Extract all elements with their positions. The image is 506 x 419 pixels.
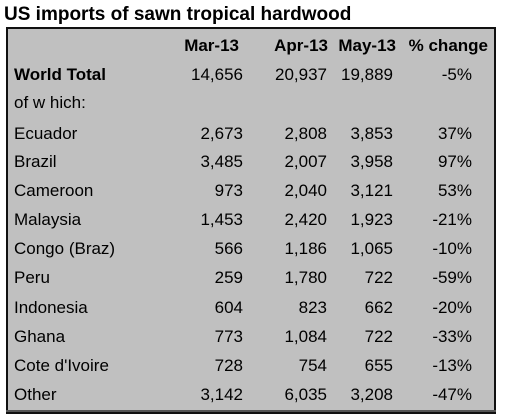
cell-mar-13: 3,142 bbox=[200, 385, 243, 404]
cell-percent-change: 37% bbox=[437, 124, 472, 143]
column-header-mar-13: Mar-13 bbox=[184, 36, 239, 55]
cell-percent-change: -13% bbox=[432, 356, 472, 375]
table-row-cameroon: Cameroon 973 2,040 3,121 53% bbox=[8, 176, 494, 205]
cell-apr-13: 2,808 bbox=[284, 124, 327, 143]
cell-apr-13: 1,780 bbox=[284, 268, 327, 287]
cell-mar-13: 973 bbox=[214, 181, 243, 200]
cell-percent-change: -10% bbox=[432, 239, 472, 258]
cell-percent-change: -47% bbox=[432, 385, 472, 404]
table-row-cote-divoire: Cote d'Ivoire 728 754 655 -13% bbox=[8, 351, 494, 380]
cell-mar-13: 2,673 bbox=[200, 124, 243, 143]
cell-may-13: 1,923 bbox=[350, 210, 393, 229]
subheading-label: of w hich: bbox=[14, 93, 86, 112]
cell-may-13: 1,065 bbox=[350, 239, 393, 258]
cell-apr-13: 1,084 bbox=[284, 327, 327, 346]
cell-mar-13: 773 bbox=[214, 327, 243, 346]
cell-percent-change: 97% bbox=[437, 152, 472, 171]
row-label: Cote d'Ivoire bbox=[14, 356, 109, 375]
cell-apr-13: 2,040 bbox=[284, 181, 327, 200]
cell-may-13: 3,853 bbox=[350, 124, 393, 143]
world-total-percent-change: -5% bbox=[441, 65, 472, 84]
cell-mar-13: 259 bbox=[214, 268, 243, 287]
row-label: Peru bbox=[14, 268, 50, 287]
table-panel: Mar-13 Apr-13 May-13 % change World Tota… bbox=[6, 27, 496, 414]
cell-mar-13: 728 bbox=[214, 356, 243, 375]
column-header-percent-change: % change bbox=[408, 36, 488, 55]
table-row-indonesia: Indonesia 604 823 662 -20% bbox=[8, 293, 494, 322]
row-label: Brazil bbox=[14, 152, 57, 171]
cell-percent-change: -21% bbox=[432, 210, 472, 229]
world-total-row: World Total 14,656 20,937 19,889 -5% bbox=[8, 60, 494, 89]
column-header-may-13: May-13 bbox=[338, 36, 396, 55]
cell-may-13: 3,958 bbox=[350, 152, 393, 171]
cell-mar-13: 3,485 bbox=[200, 152, 243, 171]
cell-percent-change: 53% bbox=[437, 181, 472, 200]
cell-may-13: 3,121 bbox=[350, 181, 393, 200]
cell-may-13: 722 bbox=[364, 327, 393, 346]
row-label: Cameroon bbox=[14, 181, 94, 200]
table-row-congo-braz: Congo (Braz) 566 1,186 1,065 -10% bbox=[8, 234, 494, 263]
cell-mar-13: 1,453 bbox=[200, 210, 243, 229]
cell-apr-13: 823 bbox=[298, 298, 327, 317]
table-row-ghana: Ghana 773 1,084 722 -33% bbox=[8, 322, 494, 351]
cell-percent-change: -59% bbox=[432, 268, 472, 287]
world-total-mar-13: 14,656 bbox=[191, 65, 243, 84]
table-row-peru: Peru 259 1,780 722 -59% bbox=[8, 263, 494, 292]
table-row-malaysia: Malaysia 1,453 2,420 1,923 -21% bbox=[8, 205, 494, 234]
bottom-divider bbox=[6, 410, 496, 412]
cell-mar-13: 566 bbox=[214, 239, 243, 258]
column-header-apr-13: Apr-13 bbox=[274, 36, 328, 55]
table-row-brazil: Brazil 3,485 2,007 3,958 97% bbox=[8, 147, 494, 176]
cell-may-13: 662 bbox=[364, 298, 393, 317]
table-row-ecuador: Ecuador 2,673 2,808 3,853 37% bbox=[8, 119, 494, 148]
table-row-other: Other 3,142 6,035 3,208 -47% bbox=[8, 380, 494, 409]
cell-may-13: 655 bbox=[364, 356, 393, 375]
world-total-apr-13: 20,937 bbox=[275, 65, 327, 84]
subheading-row: of w hich: bbox=[8, 88, 494, 117]
cell-percent-change: -33% bbox=[432, 327, 472, 346]
row-label: Congo (Braz) bbox=[14, 239, 116, 258]
cell-may-13: 722 bbox=[364, 268, 393, 287]
cell-apr-13: 2,420 bbox=[284, 210, 327, 229]
table-title: US imports of sawn tropical hardwood bbox=[4, 4, 352, 25]
cell-may-13: 3,208 bbox=[350, 385, 393, 404]
row-label: Ecuador bbox=[14, 124, 78, 143]
cell-mar-13: 604 bbox=[214, 298, 243, 317]
cell-apr-13: 1,186 bbox=[284, 239, 327, 258]
cell-apr-13: 754 bbox=[298, 356, 327, 375]
row-label: Other bbox=[14, 385, 57, 404]
row-label: Malaysia bbox=[14, 210, 82, 229]
world-total-may-13: 19,889 bbox=[341, 65, 393, 84]
row-label: Indonesia bbox=[14, 298, 88, 317]
row-label: Ghana bbox=[14, 327, 66, 346]
cell-apr-13: 2,007 bbox=[284, 152, 327, 171]
cell-percent-change: -20% bbox=[432, 298, 472, 317]
cell-apr-13: 6,035 bbox=[284, 385, 327, 404]
world-total-label: World Total bbox=[14, 65, 106, 84]
header-row: Mar-13 Apr-13 May-13 % change bbox=[8, 31, 494, 60]
